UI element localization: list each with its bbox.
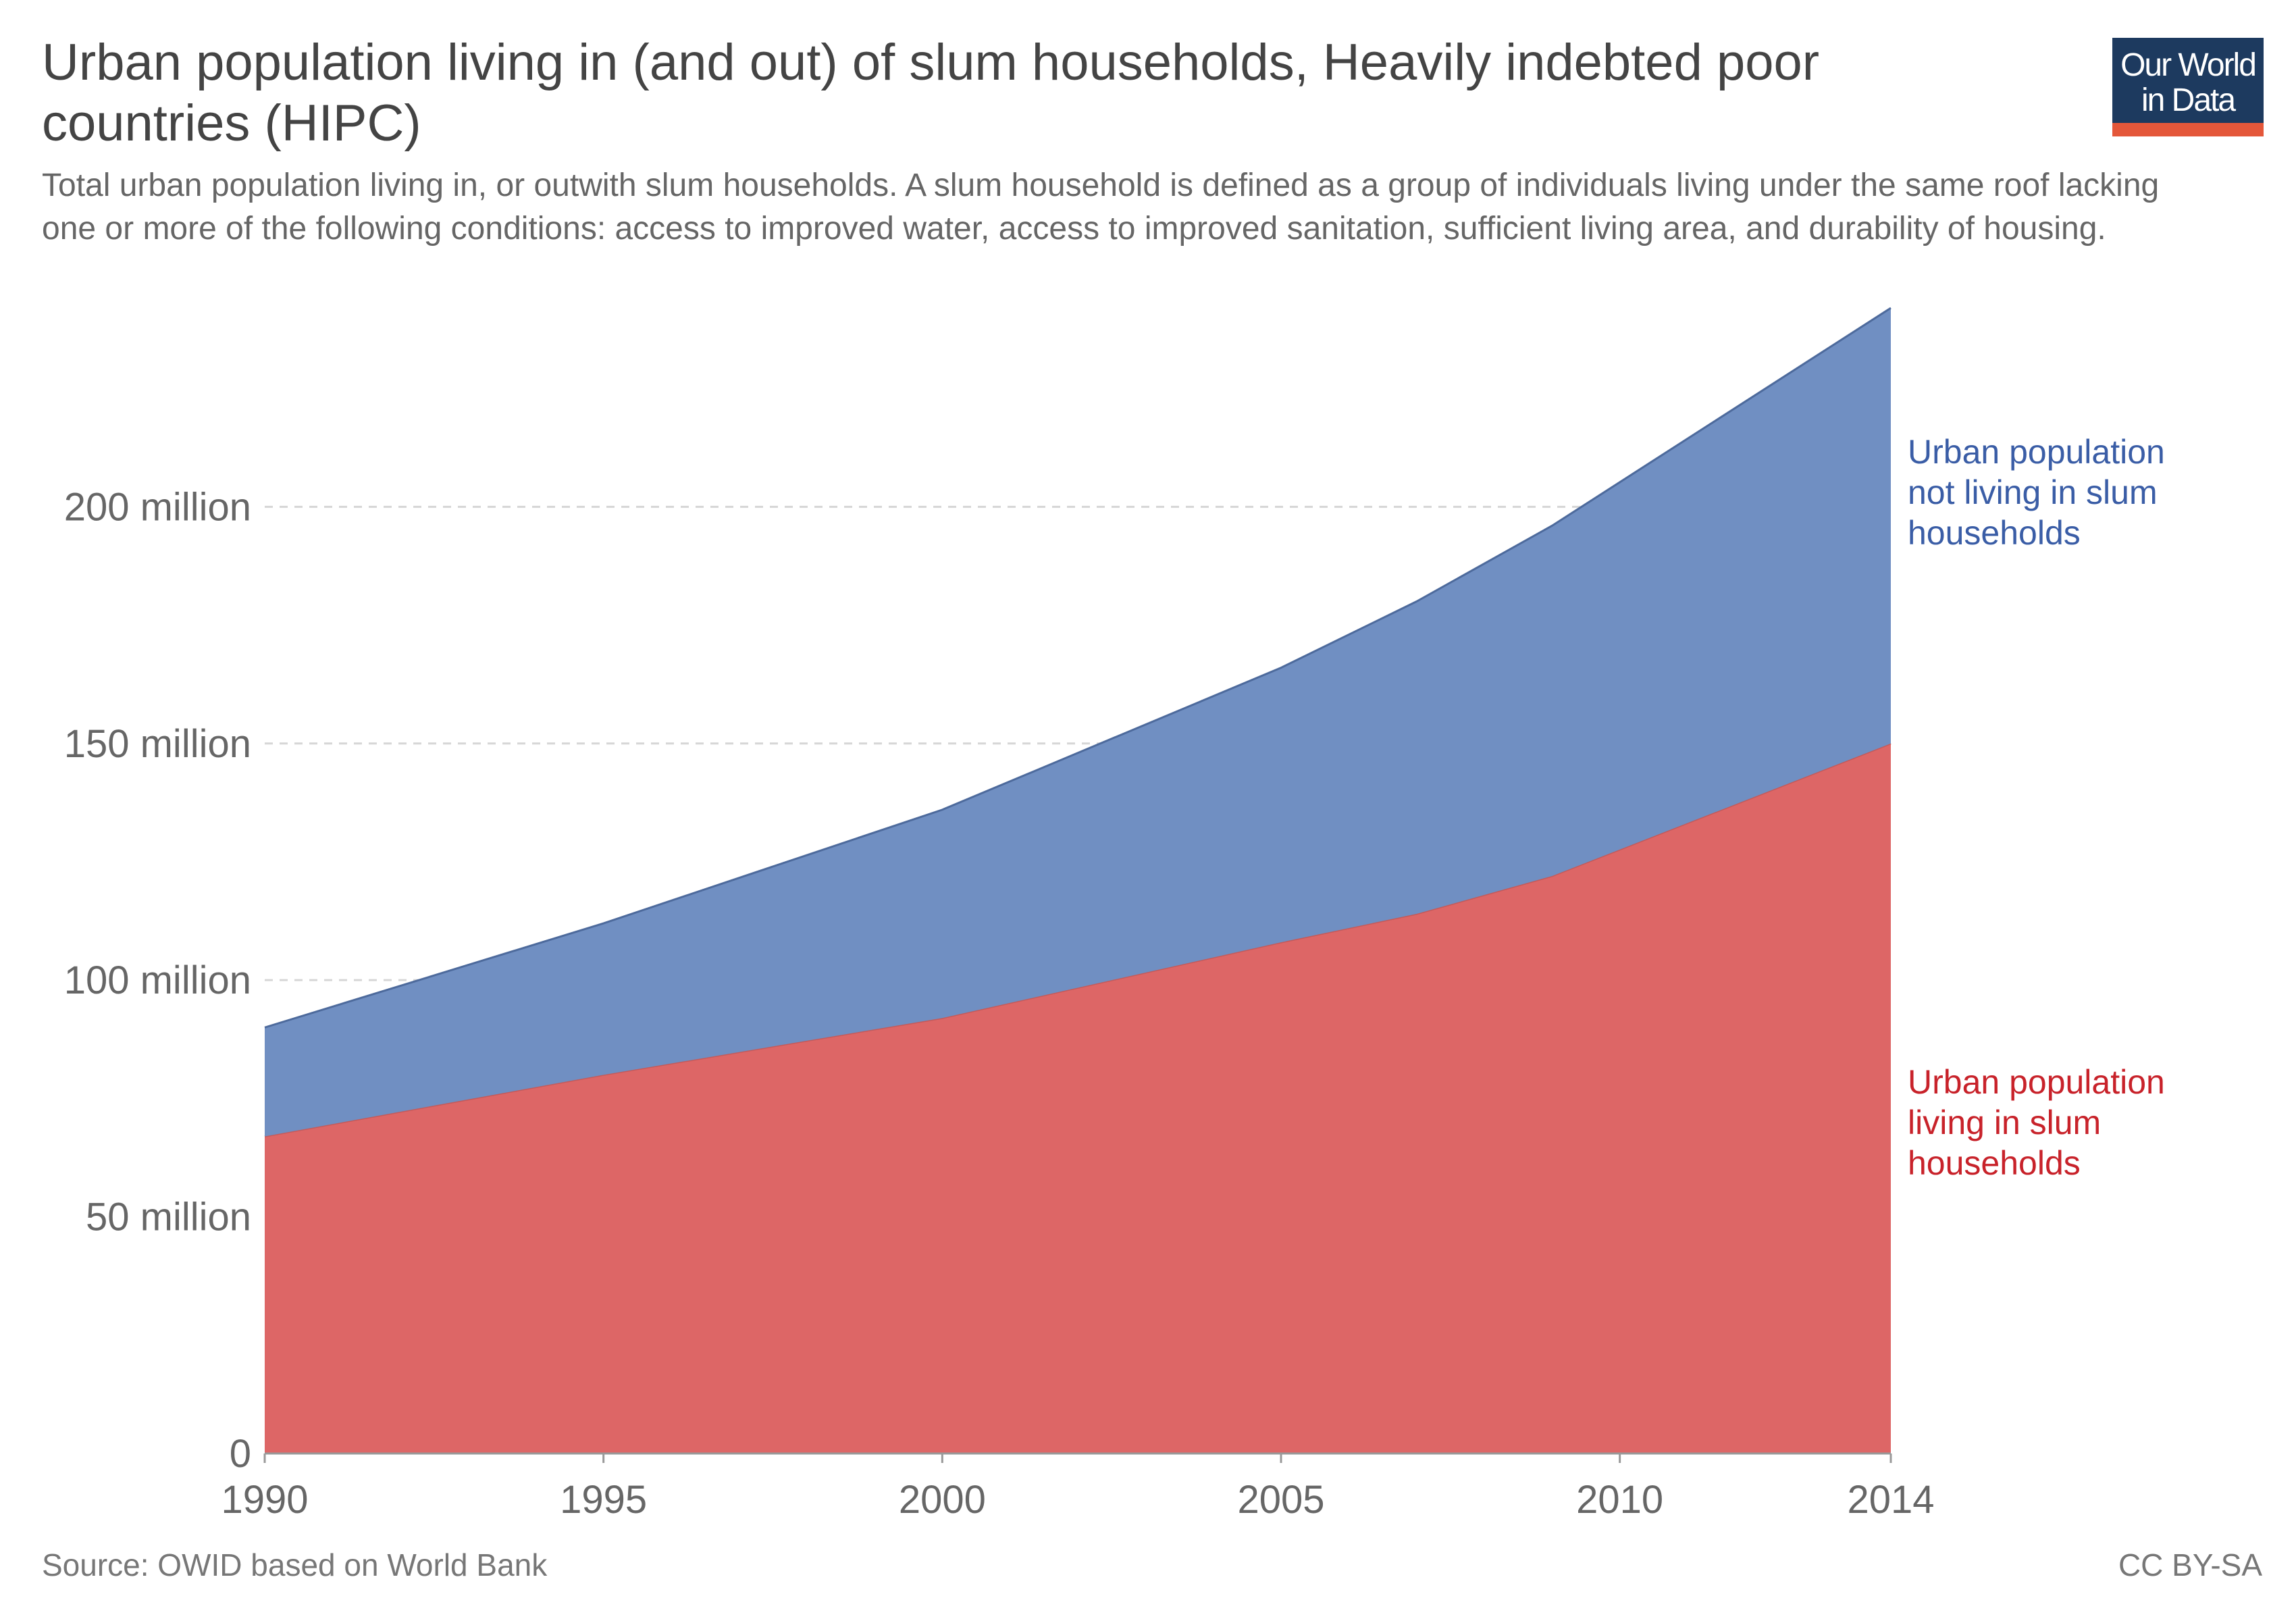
x-tick-label: 2000 [899, 1478, 986, 1522]
x-tick-label: 1990 [221, 1478, 308, 1522]
series-line-2 [264, 307, 1891, 1029]
series-label-line: Urban population [1908, 1063, 2165, 1101]
y-tick-label: 200 million [64, 485, 251, 529]
x-axis-ticks: 1990 1995 2000 2005 2010 2014 [221, 1452, 1935, 1522]
x-tick-label: 2010 [1576, 1478, 1663, 1522]
logo-line-1: Our World [2120, 47, 2257, 83]
series-label-line: not living in slum [1908, 473, 2158, 511]
x-tick-label: 2014 [1847, 1478, 1934, 1522]
license-note[interactable]: CC BY-SA [2118, 1547, 2262, 1583]
area-series-1 [265, 743, 1891, 1453]
areas [264, 307, 1891, 1453]
chart-subtitle: Total urban population living in, or out… [42, 168, 2160, 247]
source-note[interactable]: Source: OWID based on World Bank [42, 1547, 548, 1583]
owid-logo[interactable]: Our World in Data [2112, 38, 2264, 136]
y-tick-label: 0 [230, 1432, 251, 1476]
series-label-line: households [1908, 1144, 2081, 1182]
y-tick-label: 100 million [64, 958, 251, 1002]
series-label-line: living in slum [1908, 1104, 2101, 1141]
y-axis-ticks: 0 50 million 100 million 150 million 200 mil… [64, 485, 251, 1476]
area-series-2 [265, 307, 1891, 1137]
series-label-line: Urban population [1908, 433, 2165, 471]
x-tick-label: 2005 [1237, 1478, 1324, 1522]
logo-line-2: in Data [2141, 82, 2236, 118]
y-tick-label: 50 million [86, 1195, 251, 1239]
series-label-line: households [1908, 514, 2081, 552]
x-tick-label: 1995 [560, 1478, 647, 1522]
logo-accent-bar [2112, 123, 2264, 136]
chart-title: Urban population living in (and out) of … [42, 34, 1820, 152]
y-tick-label: 150 million [64, 722, 251, 766]
